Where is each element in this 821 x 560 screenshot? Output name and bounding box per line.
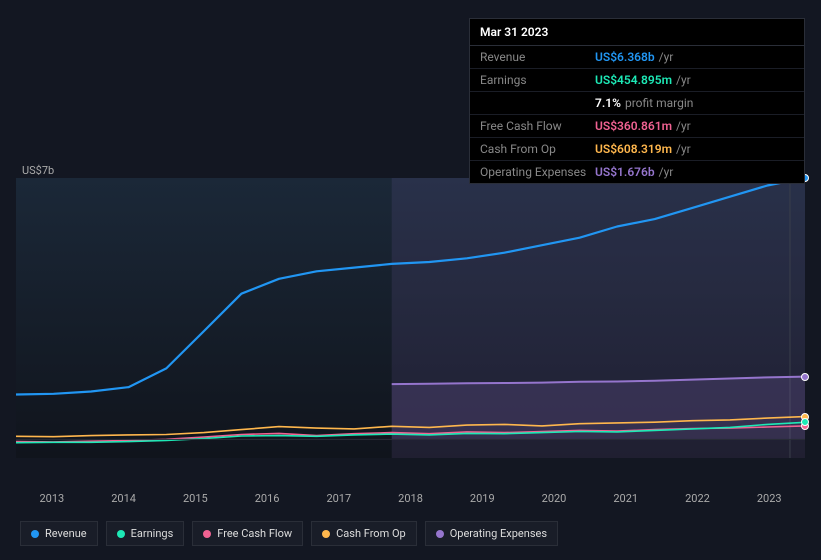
legend-dot-icon xyxy=(117,530,125,538)
chart-plot-area[interactable] xyxy=(16,178,805,458)
tooltip-label: Cash From Op xyxy=(480,142,595,156)
x-axis-labels: 2013201420152016201720182019202020212022… xyxy=(16,492,805,505)
tooltip-row: 7.1% profit margin xyxy=(470,92,804,115)
legend-item-cash-from-op[interactable]: Cash From Op xyxy=(311,521,417,546)
tooltip-value: US$6.368b xyxy=(595,50,655,64)
x-axis-label: 2013 xyxy=(16,492,88,505)
tooltip-suffix: /yr xyxy=(676,142,691,156)
x-axis-label: 2021 xyxy=(590,492,662,505)
legend-dot-icon xyxy=(322,530,330,538)
chart-legend: Revenue Earnings Free Cash Flow Cash From O… xyxy=(20,521,558,546)
tooltip-suffix: /yr xyxy=(676,73,691,87)
tooltip-row: Cash From OpUS$608.319m/yr xyxy=(470,138,804,161)
tooltip-row: RevenueUS$6.368b/yr xyxy=(470,46,804,69)
tooltip-value: 7.1% xyxy=(595,96,621,110)
hover-tooltip: Mar 31 2023 RevenueUS$6.368b/yrEarningsU… xyxy=(469,18,805,184)
legend-label: Earnings xyxy=(131,527,174,540)
tooltip-suffix: profit margin xyxy=(625,96,693,110)
legend-label: Operating Expenses xyxy=(450,527,547,540)
tooltip-value: US$608.319m xyxy=(595,142,672,156)
x-axis-label: 2019 xyxy=(446,492,518,505)
y-axis-label: US$7b xyxy=(22,164,54,177)
x-axis-label: 2023 xyxy=(733,492,805,505)
tooltip-value: US$454.895m xyxy=(595,73,672,87)
tooltip-value: US$360.861m xyxy=(595,119,672,133)
legend-dot-icon xyxy=(203,530,211,538)
x-axis-label: 2014 xyxy=(88,492,160,505)
x-axis-label: 2015 xyxy=(159,492,231,505)
tooltip-date: Mar 31 2023 xyxy=(470,19,804,46)
series-end-marker xyxy=(801,373,809,381)
legend-dot-icon xyxy=(31,530,39,538)
x-axis-label: 2016 xyxy=(231,492,303,505)
x-axis-label: 2018 xyxy=(375,492,447,505)
tooltip-row: Operating ExpensesUS$1.676b/yr xyxy=(470,161,804,183)
tooltip-suffix: /yr xyxy=(659,165,674,179)
legend-item-earnings[interactable]: Earnings xyxy=(106,521,185,546)
tooltip-suffix: /yr xyxy=(659,50,674,64)
legend-item-operating-expenses[interactable]: Operating Expenses xyxy=(425,521,558,546)
chart-container: Mar 31 2023 RevenueUS$6.368b/yrEarningsU… xyxy=(0,0,821,560)
tooltip-value: US$1.676b xyxy=(595,165,655,179)
tooltip-label xyxy=(480,96,595,110)
tooltip-row: EarningsUS$454.895m/yr xyxy=(470,69,804,92)
tooltip-label: Free Cash Flow xyxy=(480,119,595,133)
x-axis-label: 2020 xyxy=(518,492,590,505)
tooltip-label: Operating Expenses xyxy=(480,165,595,179)
legend-item-revenue[interactable]: Revenue xyxy=(20,521,98,546)
tooltip-label: Earnings xyxy=(480,73,595,87)
tooltip-label: Revenue xyxy=(480,50,595,64)
legend-dot-icon xyxy=(436,530,444,538)
x-axis-label: 2022 xyxy=(662,492,734,505)
legend-item-free-cash-flow[interactable]: Free Cash Flow xyxy=(192,521,303,546)
legend-label: Revenue xyxy=(45,527,87,540)
legend-label: Cash From Op xyxy=(336,527,406,540)
tooltip-row: Free Cash FlowUS$360.861m/yr xyxy=(470,115,804,138)
tooltip-rows: RevenueUS$6.368b/yrEarningsUS$454.895m/y… xyxy=(470,46,804,183)
tooltip-suffix: /yr xyxy=(676,119,691,133)
x-axis-label: 2017 xyxy=(303,492,375,505)
legend-label: Free Cash Flow xyxy=(217,527,292,540)
